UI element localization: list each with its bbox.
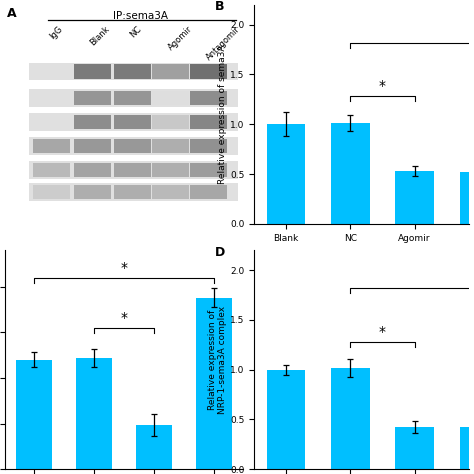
Bar (152, 91, 189, 105)
Bar (460, 172, 474, 224)
Bar (74, 115, 110, 129)
Bar (28, 183, 238, 201)
Bar (76, 358, 112, 469)
Bar (191, 163, 227, 177)
Text: *: * (120, 261, 127, 275)
Y-axis label: Relative expression of sema3A: Relative expression of sema3A (218, 45, 227, 184)
Bar (191, 185, 227, 199)
Bar (136, 426, 172, 469)
Bar (114, 139, 151, 153)
Bar (33, 163, 70, 177)
Bar (196, 298, 232, 469)
Bar (191, 115, 227, 129)
Text: *: * (120, 311, 127, 325)
Bar (152, 163, 189, 177)
Text: NC: NC (128, 25, 144, 39)
Bar (114, 163, 151, 177)
Bar (114, 91, 151, 105)
Bar (74, 139, 110, 153)
Bar (74, 91, 110, 105)
Bar (33, 185, 70, 199)
Bar (395, 171, 434, 224)
Bar (191, 91, 227, 105)
Text: B: B (215, 0, 225, 13)
Text: D: D (215, 246, 226, 259)
Bar (152, 115, 189, 129)
Bar (152, 64, 189, 79)
Bar (74, 64, 110, 79)
Bar (331, 123, 370, 224)
Bar (395, 428, 434, 469)
Text: Agomir: Agomir (166, 25, 194, 52)
Bar (114, 185, 151, 199)
Text: A: A (7, 7, 17, 20)
Bar (28, 113, 238, 131)
Text: Blank: Blank (88, 25, 111, 47)
Bar (460, 428, 474, 469)
Bar (28, 89, 238, 107)
Text: *: * (379, 79, 386, 93)
Bar (267, 124, 305, 224)
Bar (191, 139, 227, 153)
Text: IP:sema3A: IP:sema3A (113, 11, 168, 21)
Text: *: * (379, 325, 386, 339)
Y-axis label: Relative expression of
NRP-1-sema3A complex: Relative expression of NRP-1-sema3A comp… (208, 306, 227, 414)
Bar (28, 162, 238, 179)
Bar (28, 137, 238, 155)
Bar (16, 360, 52, 469)
Bar (267, 370, 305, 469)
Bar (74, 163, 110, 177)
Bar (74, 185, 110, 199)
Bar (33, 139, 70, 153)
Bar (191, 64, 227, 79)
Text: Antagomir: Antagomir (205, 25, 242, 62)
Bar (152, 139, 189, 153)
Bar (28, 63, 238, 80)
Bar (114, 115, 151, 129)
Text: IgG: IgG (47, 25, 64, 41)
Bar (152, 185, 189, 199)
Bar (331, 368, 370, 469)
Bar (114, 64, 151, 79)
